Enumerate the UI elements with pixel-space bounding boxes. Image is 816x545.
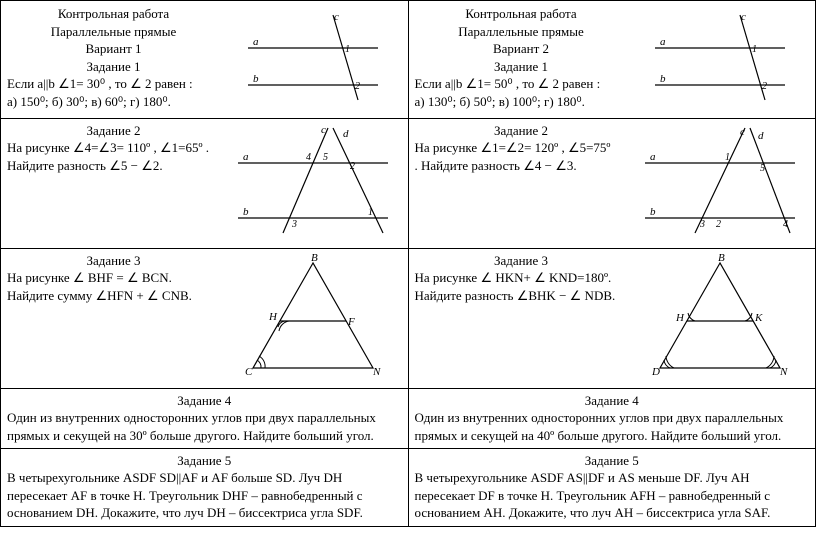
svg-text:1: 1 [725,152,730,163]
svg-text:H: H [675,312,685,324]
svg-text:b: b [660,73,666,85]
svg-text:2: 2 [762,81,767,92]
svg-text:3: 3 [699,219,705,230]
v2-title1: Контрольная работа [415,5,628,23]
svg-text:c: c [334,11,339,23]
svg-text:a: a [243,151,249,163]
v1-task4-text: Один из внутренних односторонних углов п… [7,409,402,444]
v2-task3-diagram: B H K D N [631,253,809,378]
svg-text:4: 4 [783,219,788,230]
v1-task4-label: Задание 4 [7,393,402,409]
v1-task2-diagram: a b c d 4 5 2 3 1 [224,123,402,238]
svg-text:a: a [650,151,656,163]
svg-text:d: d [758,130,764,142]
svg-text:a: a [660,36,666,48]
svg-text:N: N [372,366,381,378]
svg-text:K: K [754,312,763,324]
v2-task3-cell: Задание 3 На рисунке ∠ HKN+ ∠ KND=180º. … [408,249,815,389]
v2-task1-cell: Контрольная работа Параллельные прямые В… [408,1,815,119]
v1-task2-text2: Найдите разность ∠5 − ∠2. [7,157,220,175]
v1-task1-text1: Если a||b ∠1= 30⁰ , то ∠ 2 равен : [7,75,220,93]
v1-task4-cell: Задание 4 Один из внутренних односторонн… [1,389,409,449]
v2-task3-text1: На рисунке ∠ HKN+ ∠ KND=180º. Найдите ра… [415,269,628,304]
worksheet-grid: Контрольная работа Параллельные прямые В… [0,0,816,527]
svg-text:B: B [718,253,725,264]
svg-text:b: b [253,73,259,85]
v1-task3-diagram: B H F C N [224,253,402,378]
v2-task2-text2: . Найдите разность ∠4 − ∠3. [415,157,628,175]
svg-text:5: 5 [760,163,765,174]
v2-task2-text1: На рисунке ∠1=∠2= 120º , ∠5=75º [415,139,628,157]
svg-text:N: N [779,366,788,378]
svg-text:c: c [741,11,746,23]
v2-task5-cell: Задание 5 В четырехугольнике ASDF AS||DF… [408,449,815,527]
v2-task1-label: Задание 1 [415,58,628,76]
v1-task3-cell: Задание 3 На рисунке ∠ BHF = ∠ BCN. Найд… [1,249,409,389]
svg-text:2: 2 [355,81,360,92]
svg-text:c: c [740,126,745,138]
v1-task5-text: В четырехугольнике ASDF SD||AF и AF боль… [7,469,402,522]
svg-text:a: a [253,36,259,48]
v2-task5-text: В четырехугольнике ASDF AS||DF и AS мень… [415,469,809,522]
svg-text:2: 2 [350,161,355,172]
v2-task4-cell: Задание 4 Один из внутренних односторонн… [408,389,815,449]
v1-task1-text2: а) 150⁰; б) 30⁰; в) 60⁰; г) 180⁰. [7,93,220,111]
v1-task2-cell: Задание 2 На рисунке ∠4=∠3= 110º , ∠1=65… [1,119,409,249]
v2-task4-text: Один из внутренних односторонних углов п… [415,409,809,444]
svg-text:F: F [347,316,355,328]
v2-task3-label: Задание 3 [415,253,628,269]
v1-title2: Параллельные прямые [7,23,220,41]
v2-task4-label: Задание 4 [415,393,809,409]
svg-text:b: b [650,206,656,218]
v2-task2-label: Задание 2 [415,123,628,139]
svg-text:4: 4 [306,152,311,163]
svg-text:d: d [343,128,349,140]
v1-task1-label: Задание 1 [7,58,220,76]
v1-task3-label: Задание 3 [7,253,220,269]
v1-task1-diagram: a b c 1 2 [224,5,402,110]
svg-text:3: 3 [291,219,297,230]
v2-task1-text2: а) 130⁰; б) 50⁰; в) 100⁰; г) 180⁰. [415,93,628,111]
v2-task1-text1: Если a||b ∠1= 50⁰ , то ∠ 2 равен : [415,75,628,93]
v1-title1: Контрольная работа [7,5,220,23]
v2-title3: Вариант 2 [415,40,628,58]
v2-task2-diagram: a b c d 1 5 3 2 4 [631,123,809,238]
svg-text:1: 1 [368,207,373,218]
v2-task5-label: Задание 5 [415,453,809,469]
v1-task2-text1: На рисунке ∠4=∠3= 110º , ∠1=65º . [7,139,220,157]
v1-task1-cell: Контрольная работа Параллельные прямые В… [1,1,409,119]
svg-text:D: D [651,366,660,378]
svg-text:C: C [245,366,253,378]
v2-task1-diagram: a b c 1 2 [631,5,809,110]
svg-text:2: 2 [716,219,721,230]
v1-task3-text1: На рисунке ∠ BHF = ∠ BCN. Найдите сумму … [7,269,220,304]
v2-title2: Параллельные прямые [415,23,628,41]
v1-title3: Вариант 1 [7,40,220,58]
v1-task2-label: Задание 2 [7,123,220,139]
svg-text:1: 1 [752,44,757,55]
v1-task5-label: Задание 5 [7,453,402,469]
v1-task5-cell: Задание 5 В четырехугольнике ASDF SD||AF… [1,449,409,527]
svg-text:H: H [268,311,278,323]
v2-task2-cell: Задание 2 На рисунке ∠1=∠2= 120º , ∠5=75… [408,119,815,249]
svg-text:b: b [243,206,249,218]
svg-text:1: 1 [345,44,350,55]
svg-text:c: c [321,124,326,136]
svg-text:B: B [311,253,318,264]
svg-text:5: 5 [323,152,328,163]
